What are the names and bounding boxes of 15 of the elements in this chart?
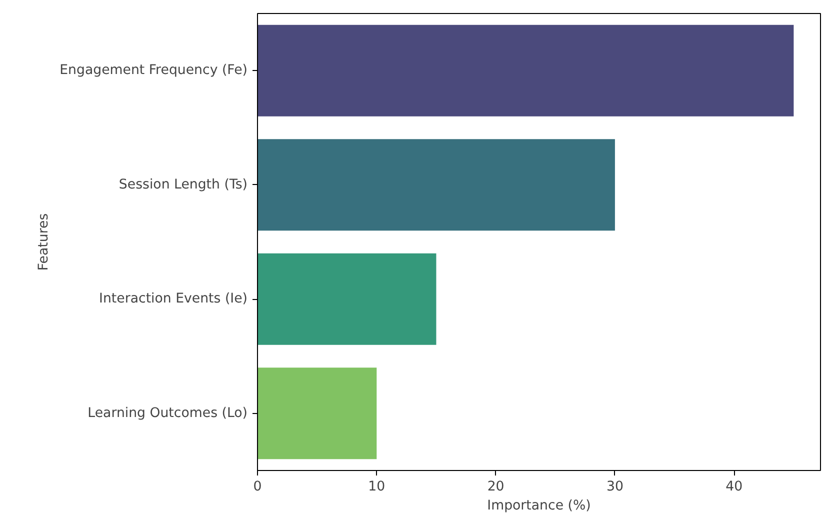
x-tick-label: 40 <box>726 480 743 494</box>
y-tick-label: Engagement Frequency (Fe) <box>60 63 248 78</box>
x-tick-label: 20 <box>487 480 504 494</box>
x-tick-label: 0 <box>253 480 262 494</box>
bar <box>258 139 615 231</box>
bar <box>258 368 377 460</box>
x-axis-title: Importance (%) <box>487 498 591 514</box>
bar <box>258 253 436 345</box>
y-axis-title: Features <box>36 213 52 271</box>
y-tick-label: Session Length (Ts) <box>118 177 248 192</box>
bar <box>258 24 794 116</box>
y-tick-label: Interaction Events (Ie) <box>99 292 248 307</box>
x-tick-label: 10 <box>368 480 386 494</box>
x-tick-label: 30 <box>606 480 624 494</box>
y-tick-label: Learning Outcomes (Lo) <box>88 406 248 421</box>
